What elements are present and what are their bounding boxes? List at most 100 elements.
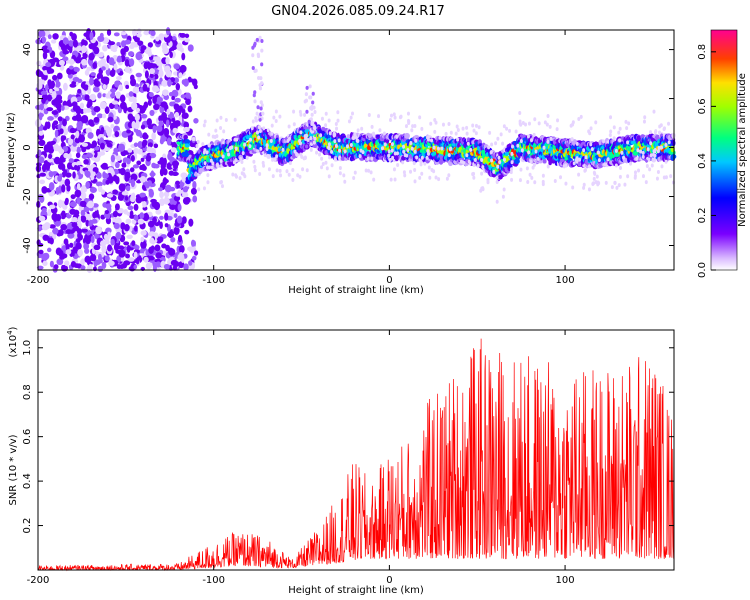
- heatmap-cell: [167, 232, 175, 238]
- heatmap-cell: [130, 173, 138, 182]
- heatmap-cell: [77, 228, 82, 237]
- heatmap-cell: [38, 215, 46, 222]
- heatmap-cell: [465, 131, 469, 136]
- heatmap-cell: [171, 171, 179, 176]
- heatmap-cell: [147, 99, 152, 106]
- spectrogram-cells: [34, 27, 677, 274]
- heatmap-cell: [115, 91, 121, 99]
- heatmap-cell: [139, 132, 143, 139]
- heatmap-cell: [113, 222, 120, 230]
- heatmap-cell: [75, 242, 82, 250]
- heatmap-cell: [66, 184, 71, 192]
- heatmap-cell: [47, 94, 52, 102]
- heatmap-cell: [126, 158, 131, 165]
- heatmap-cell: [196, 139, 200, 144]
- heatmap-cell: [165, 57, 170, 65]
- heatmap-cell: [114, 161, 120, 169]
- heatmap-cell: [412, 161, 416, 166]
- heatmap-cell: [48, 182, 55, 191]
- heatmap-cell: [152, 56, 160, 61]
- heatmap-cell: [183, 78, 189, 87]
- heatmap-cell: [380, 146, 384, 151]
- heatmap-cell: [660, 164, 664, 169]
- heatmap-cell: [64, 178, 71, 187]
- heatmap-cell: [68, 58, 75, 65]
- heatmap-cell: [58, 59, 65, 66]
- heatmap-cell: [671, 180, 675, 185]
- heatmap-cell: [133, 147, 139, 155]
- heatmap-cell: [135, 257, 140, 265]
- heatmap-cell: [88, 219, 93, 227]
- heatmap-cell: [181, 112, 189, 119]
- heatmap-cell: [45, 163, 51, 171]
- heatmap-cell: [518, 178, 522, 183]
- heatmap-cell: [75, 152, 81, 159]
- heatmap-cell: [81, 228, 88, 233]
- heatmap-cell: [298, 174, 302, 179]
- heatmap-cell: [84, 108, 92, 113]
- heatmap-cell: [575, 141, 579, 146]
- heatmap-cell: [76, 96, 83, 102]
- heatmap-cell: [191, 137, 196, 142]
- heatmap-cell: [129, 167, 135, 173]
- heatmap-cell: [127, 257, 135, 262]
- heatmap-cell: [181, 52, 186, 61]
- heatmap-cell: [163, 263, 170, 270]
- heatmap-cell: [61, 210, 66, 215]
- heatmap-cell: [618, 166, 622, 171]
- heatmap-cell: [188, 260, 193, 266]
- heatmap-cell: [127, 205, 134, 211]
- heatmap-cell: [171, 89, 179, 98]
- heatmap-cell: [164, 129, 169, 138]
- heatmap-cell: [72, 142, 77, 147]
- heatmap-cell: [129, 210, 134, 218]
- heatmap-cell: [465, 153, 469, 158]
- heatmap-cell: [176, 215, 183, 224]
- heatmap-cell: [520, 148, 524, 153]
- heatmap-cell: [65, 249, 72, 255]
- heatmap-cell: [130, 102, 138, 111]
- heatmap-cell: [86, 152, 93, 157]
- heatmap-cell: [170, 236, 176, 243]
- heatmap-cell: [173, 213, 178, 218]
- heatmap-cell: [89, 187, 97, 194]
- heatmap-cell: [266, 128, 270, 133]
- heatmap-cell: [66, 162, 72, 170]
- heatmap-cell: [152, 95, 157, 104]
- heatmap-cell: [287, 172, 291, 177]
- heatmap-cell: [79, 200, 87, 207]
- heatmap-cell: [406, 111, 410, 116]
- heatmap-cell: [88, 52, 95, 61]
- heatmap-cell: [533, 117, 537, 122]
- heatmap-cell: [178, 245, 185, 254]
- heatmap-cell: [613, 180, 617, 185]
- heatmap-cell: [89, 93, 97, 102]
- heatmap-cell: [110, 124, 115, 129]
- heatmap-cell: [617, 138, 622, 143]
- heatmap-cell: [89, 254, 97, 262]
- heatmap-cell: [52, 227, 59, 235]
- heatmap-cell: [110, 88, 117, 93]
- heatmap-cell: [72, 171, 76, 179]
- heatmap-cell: [141, 163, 146, 170]
- heatmap-cell: [265, 143, 269, 148]
- heatmap-cell: [137, 140, 143, 149]
- heatmap-cell: [125, 218, 132, 225]
- heatmap-cell: [93, 259, 101, 266]
- heatmap-cell: [188, 218, 194, 227]
- heatmap-cell: [328, 155, 332, 160]
- heatmap-cell: [56, 81, 61, 88]
- heatmap-cell: [133, 225, 138, 232]
- heatmap-cell: [644, 180, 648, 185]
- heatmap-cell: [179, 33, 187, 38]
- heatmap-cell: [90, 171, 96, 177]
- heatmap-cell: [147, 180, 153, 187]
- heatmap-cell: [559, 175, 563, 180]
- heatmap-cell: [103, 233, 109, 241]
- heatmap-cell: [499, 132, 503, 137]
- heatmap-cell: [623, 182, 627, 187]
- heatmap-cell: [275, 154, 279, 159]
- heatmap-cell: [324, 111, 328, 116]
- heatmap-cell: [263, 153, 267, 158]
- heatmap-cell: [110, 45, 114, 52]
